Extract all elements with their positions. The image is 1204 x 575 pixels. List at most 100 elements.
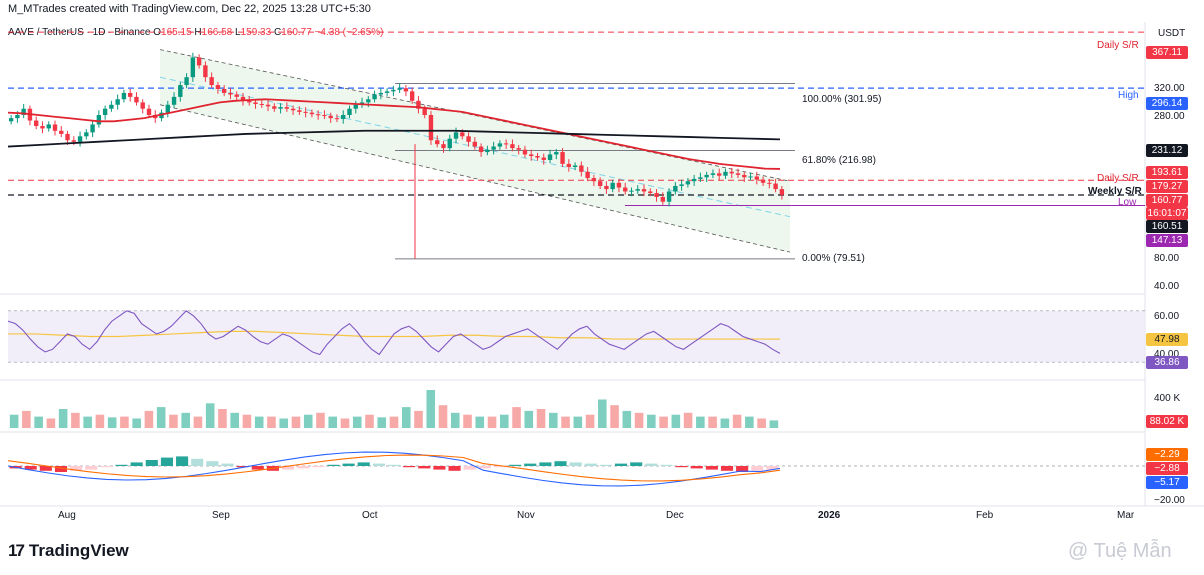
volume-bar <box>659 416 668 428</box>
candle-body <box>259 103 264 105</box>
x-tick: Sep <box>212 510 230 521</box>
candle-body <box>435 140 440 145</box>
macd-line <box>7 451 781 487</box>
candle-body <box>472 141 478 147</box>
candle-body <box>115 99 120 105</box>
x-tick: 2026 <box>818 510 841 521</box>
volume-bar <box>573 416 583 428</box>
candle-body <box>422 108 427 116</box>
candle-body <box>391 89 396 92</box>
macd-histogram-bar <box>70 466 83 471</box>
candle-body <box>215 85 221 89</box>
candle-body <box>40 126 45 129</box>
price-badge-daily-sr-2: 179.27 <box>1146 180 1188 193</box>
volume-bar <box>218 409 227 428</box>
candle-body <box>353 104 358 109</box>
candle-body <box>46 124 51 129</box>
candle-body <box>90 124 95 133</box>
x-tick: Dec <box>666 510 684 521</box>
fib-label-618: 61.80% (216.98) <box>802 155 876 166</box>
macd-histogram-bar <box>176 456 189 466</box>
candle-body <box>754 176 759 180</box>
candle-body <box>497 143 503 147</box>
rsi-y-tick: 60.00 <box>1154 311 1180 322</box>
volume-bar <box>95 414 105 428</box>
level-label-high: High <box>1118 90 1139 101</box>
candle-body <box>648 191 653 194</box>
tradingview-logo[interactable]: 17 TradingView <box>8 541 129 561</box>
volume-bar <box>389 416 399 428</box>
macd-histogram-bar <box>720 466 734 471</box>
volume-bar <box>549 412 558 428</box>
candle-body <box>71 140 76 142</box>
candle-body <box>52 124 58 131</box>
level-label-low: Low <box>1118 197 1137 208</box>
volume-bar <box>34 416 43 428</box>
rsi-ma-badge: 47.98 <box>1146 333 1188 346</box>
candle-body <box>779 189 785 195</box>
volume-bar <box>316 412 325 428</box>
candle-body <box>253 102 258 104</box>
volume-bar <box>720 418 730 428</box>
candle-body <box>554 152 559 155</box>
macd-histogram-bar <box>327 464 340 466</box>
volume-bar <box>745 416 754 428</box>
rsi-badge: 36.86 <box>1146 356 1188 369</box>
candle-body <box>278 107 283 109</box>
candle-body <box>685 181 691 185</box>
macd-histogram-bar <box>509 464 522 466</box>
x-tick: Oct <box>362 510 378 521</box>
macd-histogram-bar <box>493 466 507 468</box>
candle-body <box>96 115 102 125</box>
price-badge-ema-red: 193.61 <box>1146 166 1188 179</box>
candle-body <box>535 156 540 158</box>
candle-body <box>409 91 415 101</box>
candle-body <box>666 191 672 202</box>
candle-body <box>710 173 716 175</box>
x-tick: Mar <box>1117 510 1135 521</box>
candle-body <box>127 92 133 97</box>
macd-histogram-bar <box>54 466 68 472</box>
x-tick: Nov <box>517 510 535 521</box>
candle-body <box>403 88 409 92</box>
candle-body <box>77 136 83 142</box>
candle-body <box>366 99 371 103</box>
volume-bar <box>610 405 619 428</box>
volume-bar <box>536 409 546 428</box>
macd-histogram-bar <box>251 466 264 470</box>
volume-bar <box>144 410 154 428</box>
candle-body <box>610 182 615 190</box>
price-badge-countdown: 16:01:07 <box>1146 207 1188 220</box>
macd-histogram-bar <box>569 462 582 466</box>
macd-histogram-bar <box>130 462 143 466</box>
macd-histogram-bar <box>645 463 658 466</box>
x-tick: Feb <box>976 510 994 521</box>
candle-body <box>228 92 233 95</box>
candle-body <box>629 190 634 192</box>
volume-y-tick: 400 K <box>1154 393 1181 404</box>
candle-body <box>691 178 697 182</box>
volume-bar <box>487 416 497 428</box>
macd-histogram-bar <box>39 466 52 471</box>
fib-label-0: 0.00% (79.51) <box>802 253 865 264</box>
candle-body <box>547 154 553 160</box>
macd-histogram-bar <box>312 466 325 468</box>
candle-body <box>597 181 603 186</box>
price-badge-high: 296.14 <box>1146 97 1188 110</box>
macd-histogram-bar <box>478 466 491 469</box>
candle-body <box>146 108 152 116</box>
candle-body <box>635 189 640 191</box>
volume-bar <box>9 414 19 428</box>
candle-body <box>742 174 747 178</box>
candle-body <box>460 132 465 137</box>
macd-histogram-bar <box>191 458 204 466</box>
volume-bar <box>512 407 521 428</box>
candle-body <box>485 149 490 153</box>
currency-label: USDT <box>1158 28 1186 39</box>
macd-histogram-bar <box>24 466 37 470</box>
volume-bar <box>169 414 178 428</box>
candle-body <box>397 88 402 90</box>
candle-body <box>247 100 252 103</box>
legend-open-label: O <box>153 27 162 38</box>
